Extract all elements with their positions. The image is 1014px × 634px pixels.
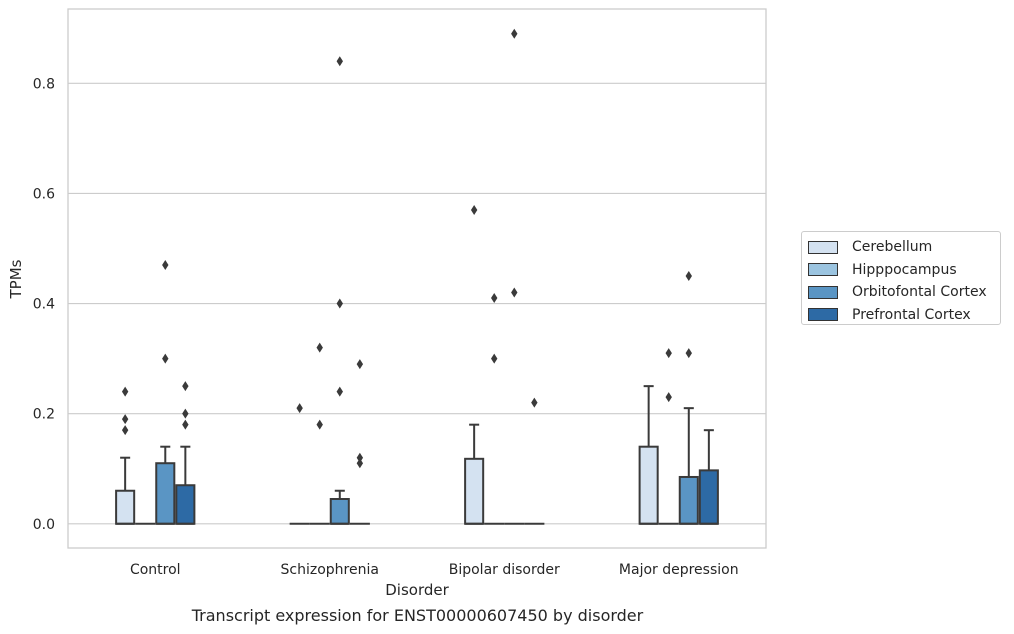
box-2-3 — [524, 397, 545, 525]
box-2-0 — [464, 204, 485, 525]
legend-item: Prefrontal Cortex — [808, 304, 994, 327]
outlier — [491, 293, 498, 304]
box — [155, 462, 176, 525]
x-tick-label: Bipolar disorder — [449, 562, 560, 578]
legend-swatch — [808, 285, 838, 299]
x-axis-title: Disorder — [385, 581, 449, 599]
legend-item: Cerebellum — [808, 236, 994, 259]
outlier — [511, 28, 518, 39]
outlier — [685, 348, 692, 359]
outlier — [685, 271, 692, 282]
box — [464, 457, 485, 525]
legend-swatch — [808, 308, 838, 322]
y-tick-label: 0.6 — [33, 186, 55, 202]
box — [698, 469, 719, 525]
plot-frame — [67, 8, 767, 549]
outlier — [511, 287, 518, 298]
box — [175, 484, 196, 525]
y-axis-title: TPMs — [7, 259, 25, 299]
x-tick-label: Schizophrenia — [281, 562, 379, 578]
boxes — [115, 28, 719, 525]
y-tick-label: 0.0 — [33, 517, 55, 533]
outlier — [162, 353, 169, 364]
outlier — [356, 359, 364, 370]
outlier — [121, 425, 129, 436]
box-2-2 — [504, 28, 525, 525]
box — [678, 475, 699, 525]
legend-label: Hipppocampus — [852, 261, 957, 278]
outlier — [336, 56, 343, 67]
x-tick-label: Control — [130, 562, 181, 578]
legend-label: Orbitofontal Cortex — [852, 284, 987, 301]
outlier — [121, 386, 129, 397]
box — [329, 498, 350, 525]
legend-label: Prefrontal Cortex — [852, 306, 971, 323]
box-3-3 — [698, 429, 719, 525]
box-2-1 — [484, 293, 505, 525]
outlier — [121, 414, 129, 425]
box-3-2 — [678, 271, 699, 525]
outlier — [296, 403, 303, 414]
box-1-1 — [309, 342, 330, 525]
legend-item: Orbitofontal Cortex — [808, 281, 994, 304]
outlier — [182, 408, 189, 419]
box-1-3 — [349, 359, 370, 525]
box-0-0 — [115, 386, 136, 525]
outlier — [316, 419, 323, 430]
gridlines — [68, 82, 766, 525]
outlier — [531, 397, 538, 408]
box-3-1 — [658, 348, 679, 525]
outlier — [182, 381, 189, 392]
box-1-2 — [329, 56, 350, 525]
outlier — [665, 392, 672, 403]
outlier — [336, 298, 343, 309]
x-tick-label: Major depression — [619, 562, 739, 578]
legend-item: Hipppocampus — [808, 259, 994, 282]
box-1-0 — [289, 403, 310, 525]
box — [638, 445, 659, 525]
chart-caption: Transcript expression for ENST0000060745… — [191, 606, 644, 625]
outlier — [470, 204, 478, 215]
outlier — [491, 353, 498, 364]
outlier — [336, 386, 343, 397]
y-tick-label: 0.8 — [33, 76, 55, 92]
box-3-0 — [638, 385, 659, 525]
box-0-2 — [155, 260, 176, 525]
legend-label: Cerebellum — [852, 239, 933, 256]
y-tick-label: 0.4 — [33, 297, 55, 313]
legend-swatch — [808, 240, 838, 254]
box-0-3 — [175, 381, 196, 525]
outlier — [162, 260, 169, 271]
x-tick-labels: Control Schizophrenia Bipolar disorder Majo… — [130, 562, 739, 578]
outlier — [356, 452, 364, 463]
outlier — [316, 342, 323, 353]
y-tick-label: 0.2 — [33, 407, 55, 423]
legend-swatch — [808, 263, 838, 277]
outlier — [356, 458, 364, 469]
y-tick-labels: 0.0 0.2 0.4 0.6 0.8 — [33, 76, 55, 532]
outlier — [665, 348, 672, 359]
outlier — [182, 419, 189, 430]
box — [115, 489, 136, 525]
legend: Cerebellum Hipppocampus Orbitofontal Corte… — [801, 231, 1001, 325]
